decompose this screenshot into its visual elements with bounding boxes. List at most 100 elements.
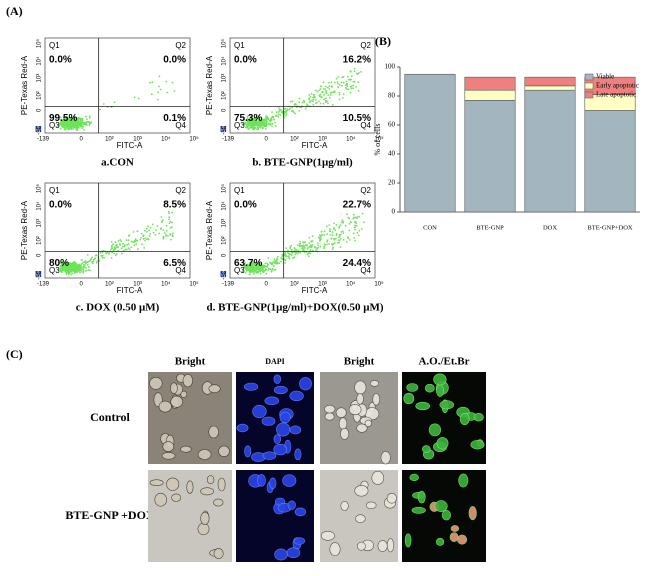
event-dot	[253, 120, 256, 123]
event-dot	[306, 103, 308, 106]
micrograph	[320, 372, 398, 465]
event-dot	[75, 118, 78, 120]
quadrant-value: 0.0%	[163, 55, 186, 66]
cell	[424, 383, 435, 393]
legend-label: Late apoptotic	[596, 91, 636, 99]
event-dot	[355, 225, 358, 227]
event-dot	[68, 125, 70, 127]
event-dot	[278, 262, 281, 265]
y-tick-label: 10²	[37, 91, 43, 100]
event-dot	[76, 268, 79, 270]
event-dot	[147, 238, 150, 240]
event-dot	[70, 116, 73, 119]
event-dot	[328, 82, 330, 84]
event-dot	[277, 115, 280, 118]
y-tick-label: 0	[37, 108, 43, 112]
x-tick-label: 10³	[318, 282, 327, 288]
y-tick-label: 0	[222, 108, 228, 112]
event-dot	[157, 98, 159, 101]
y-axis-label: PE-Texas Red-A	[205, 200, 214, 260]
event-dot	[255, 264, 258, 266]
quadrant-value: 16.2%	[343, 55, 371, 66]
event-dot	[82, 272, 85, 274]
event-dot	[287, 249, 289, 252]
event-dot	[247, 120, 250, 123]
micrograph	[236, 470, 314, 562]
event-dot	[358, 72, 360, 74]
y-tick-label: 10²	[222, 236, 228, 245]
event-dot	[331, 231, 334, 234]
quadrant-name: Q3	[234, 266, 245, 275]
y-tick-label: 40	[388, 150, 396, 158]
event-dot	[302, 242, 305, 244]
event-dot	[303, 101, 306, 103]
y-axis-label: % of cells	[373, 124, 382, 156]
cell	[273, 434, 281, 444]
event-dot	[353, 213, 355, 216]
cell	[434, 500, 448, 512]
event-dot	[316, 101, 318, 104]
event-dot	[341, 76, 344, 79]
cell	[294, 507, 307, 517]
event-dot	[82, 270, 85, 273]
event-dot	[66, 120, 68, 123]
event-dot	[259, 268, 262, 271]
x-tick-label: 10²	[290, 137, 299, 143]
cell	[252, 404, 267, 419]
x-axis-label: FITC-A	[302, 141, 328, 150]
event-dot	[78, 124, 80, 127]
event-dot	[171, 81, 174, 84]
event-dot	[338, 239, 341, 242]
event-dot	[64, 269, 66, 272]
x-tick-label: BTE-GNP+DOX	[587, 224, 632, 231]
event-dot	[270, 118, 272, 121]
event-dot	[350, 221, 352, 224]
event-dot	[113, 101, 116, 104]
event-dot	[332, 228, 335, 230]
event-dot	[293, 247, 296, 249]
event-dot	[241, 271, 244, 274]
event-dot	[168, 212, 171, 215]
event-dot	[261, 119, 264, 121]
event-dot	[135, 243, 138, 245]
event-dot	[57, 118, 60, 121]
cell	[356, 423, 368, 433]
column-header: Bright	[175, 356, 206, 368]
cell	[166, 477, 180, 491]
event-dot	[312, 98, 315, 101]
event-dot	[113, 252, 115, 255]
event-dot	[70, 262, 73, 265]
cell	[186, 480, 194, 494]
event-dot	[276, 263, 278, 265]
event-dot	[328, 243, 331, 245]
event-dot	[82, 263, 85, 266]
cell	[261, 416, 276, 426]
quadrant-name: Q2	[175, 41, 186, 50]
event-dot	[363, 221, 365, 224]
event-dot	[275, 125, 277, 128]
event-dot	[314, 89, 317, 92]
row-label: Control	[90, 410, 130, 424]
event-dot	[350, 87, 353, 90]
event-dot	[328, 85, 331, 87]
bar-segment	[524, 85, 576, 91]
quadrant-name: Q2	[175, 186, 186, 195]
y-tick-label: 10⁴	[36, 56, 43, 66]
cell	[439, 400, 455, 410]
event-dot	[352, 87, 354, 90]
event-dot	[323, 243, 326, 246]
event-dot	[349, 78, 352, 81]
event-dot	[149, 233, 152, 235]
event-dot	[171, 226, 173, 228]
event-dot	[89, 117, 91, 119]
event-dot	[80, 270, 83, 273]
event-dot	[72, 267, 75, 270]
event-dot	[320, 238, 322, 241]
event-dot	[332, 242, 335, 245]
event-dot	[247, 268, 250, 271]
event-dot	[112, 243, 115, 246]
y-tick-label: 0	[222, 253, 228, 257]
event-dot	[317, 244, 320, 247]
event-dot	[261, 124, 264, 126]
